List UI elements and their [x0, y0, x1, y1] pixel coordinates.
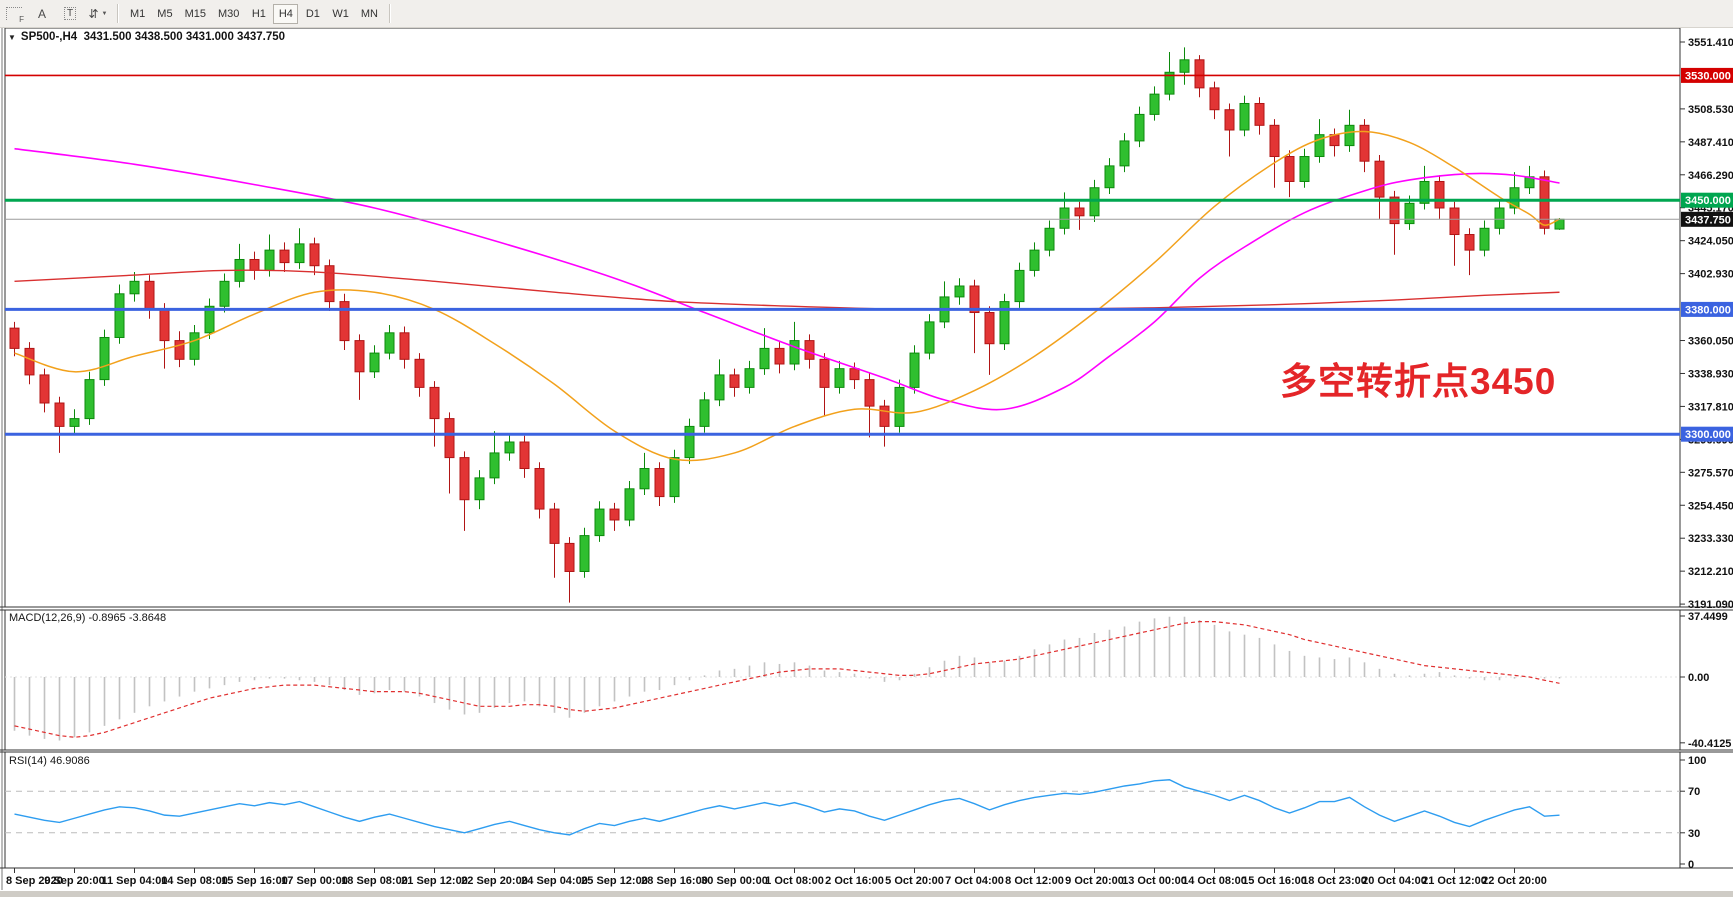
svg-text:-40.4125: -40.4125 [1688, 738, 1731, 750]
svg-text:3508.530: 3508.530 [1688, 104, 1733, 116]
toolbar-separator [117, 4, 119, 23]
svg-text:18 Sep 08:00: 18 Sep 08:00 [341, 875, 408, 887]
svg-text:8 Oct 12:00: 8 Oct 12:00 [1005, 875, 1064, 887]
svg-text:11 Sep 04:00: 11 Sep 04:00 [101, 875, 167, 887]
svg-text:3233.330: 3233.330 [1688, 533, 1733, 545]
svg-text:2 Oct 16:00: 2 Oct 16:00 [825, 875, 884, 887]
ma-slow-red [14, 269, 1560, 311]
svg-text:100: 100 [1688, 755, 1706, 767]
svg-text:20 Oct 04:00: 20 Oct 04:00 [1362, 875, 1427, 887]
rsi-indicator-label: RSI(14) 46.9086 [9, 755, 90, 767]
svg-text:3380.000: 3380.000 [1685, 304, 1731, 316]
svg-text:37.4499: 37.4499 [1688, 611, 1728, 623]
timeframe-group: M1 M5 M15 M30 H1 H4 D1 W1 MN [124, 3, 384, 24]
svg-text:3487.410: 3487.410 [1688, 137, 1733, 149]
price-axis: 3551.4103508.5303487.4103466.2903445.170… [1680, 37, 1733, 611]
rsi-line [14, 779, 1560, 836]
template-grid-icon[interactable]: F [1, 3, 27, 24]
timeframe-button-MN[interactable]: MN [356, 4, 383, 24]
svg-text:9 Oct 20:00: 9 Oct 20:00 [1065, 875, 1124, 887]
svg-text:3275.570: 3275.570 [1688, 467, 1733, 479]
svg-text:15 Sep 16:00: 15 Sep 16:00 [221, 875, 288, 887]
svg-text:22 Sep 20:00: 22 Sep 20:00 [461, 875, 528, 887]
svg-text:3424.050: 3424.050 [1688, 236, 1733, 248]
svg-text:14 Oct 08:00: 14 Oct 08:00 [1182, 875, 1247, 887]
rsi-pane: 100 70 30 0 [5, 755, 1706, 871]
svg-text:25 Sep 12:00: 25 Sep 12:00 [581, 875, 648, 887]
svg-text:24 Sep 04:00: 24 Sep 04:00 [521, 875, 588, 887]
svg-text:18 Oct 23:00: 18 Oct 23:00 [1302, 875, 1367, 887]
svg-text:28 Sep 16:00: 28 Sep 16:00 [641, 875, 708, 887]
svg-text:5 Oct 20:00: 5 Oct 20:00 [885, 875, 944, 887]
svg-text:3437.750: 3437.750 [1685, 214, 1731, 226]
svg-text:3466.290: 3466.290 [1688, 170, 1733, 182]
svg-text:3191.090: 3191.090 [1688, 599, 1733, 611]
price-badge-3437.750 [1681, 211, 1733, 227]
timeframe-button-M15[interactable]: M15 [180, 4, 211, 24]
svg-text:15 Oct 16:00: 15 Oct 16:00 [1242, 875, 1307, 887]
price-badge-3380.000 [1681, 301, 1733, 317]
svg-text:3551.410: 3551.410 [1688, 37, 1733, 49]
svg-text:17 Sep 00:00: 17 Sep 00:00 [281, 875, 348, 887]
timeframe-button-H1[interactable]: H1 [246, 4, 271, 24]
timeframe-button-D1[interactable]: D1 [300, 4, 325, 24]
timeframe-button-W1[interactable]: W1 [327, 4, 354, 24]
moving-averages [14, 130, 1560, 462]
ma-long-magenta [14, 147, 1560, 411]
macd-signal-line [14, 621, 1560, 738]
price-level-lines [5, 74, 1680, 436]
dropdown-caret-icon: ▼ [101, 10, 108, 17]
chart-title: ▼ SP500-,H4 3431.500 3438.500 3431.000 34… [8, 31, 286, 43]
chart-annotation-text: 多空转折点3450 [1280, 361, 1557, 402]
text-box-icon[interactable]: T [57, 3, 83, 24]
macd-indicator-label: MACD(12,26,9) -0.8965 -3.8648 [9, 612, 167, 624]
pane-frames [0, 27, 1733, 897]
text-label-icon[interactable]: A [37, 6, 46, 21]
svg-text:0: 0 [1688, 859, 1694, 871]
price-badge-3300.000 [1681, 426, 1733, 442]
svg-text:30: 30 [1688, 828, 1700, 840]
toolbar-separator [388, 4, 391, 23]
svg-text:3254.450: 3254.450 [1688, 500, 1733, 512]
svg-text:3530.000: 3530.000 [1685, 70, 1731, 82]
chevron-down-icon[interactable]: ▼ [8, 32, 16, 42]
svg-text:22 Oct 20:00: 22 Oct 20:00 [1482, 875, 1547, 887]
price-badge-3450.000 [1681, 192, 1733, 208]
svg-text:9 Sep 20:00: 9 Sep 20:00 [44, 875, 105, 887]
svg-text:0.00: 0.00 [1688, 672, 1709, 684]
timeframe-button-M5[interactable]: M5 [152, 4, 177, 24]
timeframe-button-M1[interactable]: M1 [125, 4, 150, 24]
svg-text:70: 70 [1688, 786, 1700, 798]
toolbar: F A T ⇵ ▼ M1 M5 M15 M30 H1 H4 D1 W1 MN [0, 0, 1733, 28]
svg-text:13 Oct 00:00: 13 Oct 00:00 [1122, 875, 1187, 887]
svg-text:3317.810: 3317.810 [1688, 401, 1733, 413]
svg-text:7 Oct 04:00: 7 Oct 04:00 [945, 875, 1004, 887]
svg-text:3212.210: 3212.210 [1688, 566, 1733, 578]
svg-text:3360.050: 3360.050 [1688, 336, 1733, 348]
svg-text:30 Sep 00:00: 30 Sep 00:00 [701, 875, 768, 887]
svg-text:21 Sep 12:00: 21 Sep 12:00 [401, 875, 468, 887]
ma-fast-orange [14, 130, 1560, 462]
svg-text:21 Oct 12:00: 21 Oct 12:00 [1422, 875, 1487, 887]
svg-text:3450.000: 3450.000 [1685, 195, 1731, 207]
timeframe-button-H4[interactable]: H4 [273, 3, 299, 24]
price-badge-3530.000 [1681, 67, 1733, 83]
svg-text:1 Oct 08:00: 1 Oct 08:00 [765, 875, 824, 887]
macd-pane: 37.4499 0.00 -40.4125 [5, 611, 1731, 750]
timeframe-button-M30[interactable]: M30 [213, 4, 244, 24]
cycle-arrows-icon[interactable]: ⇵ ▼ [88, 6, 108, 21]
svg-text:3300.000: 3300.000 [1685, 429, 1731, 441]
svg-text:14 Sep 08:00: 14 Sep 08:00 [161, 875, 228, 887]
svg-text:3402.930: 3402.930 [1688, 269, 1733, 281]
svg-text:3338.930: 3338.930 [1688, 368, 1733, 380]
svg-text:8 Sep 2020: 8 Sep 2020 [6, 875, 63, 887]
